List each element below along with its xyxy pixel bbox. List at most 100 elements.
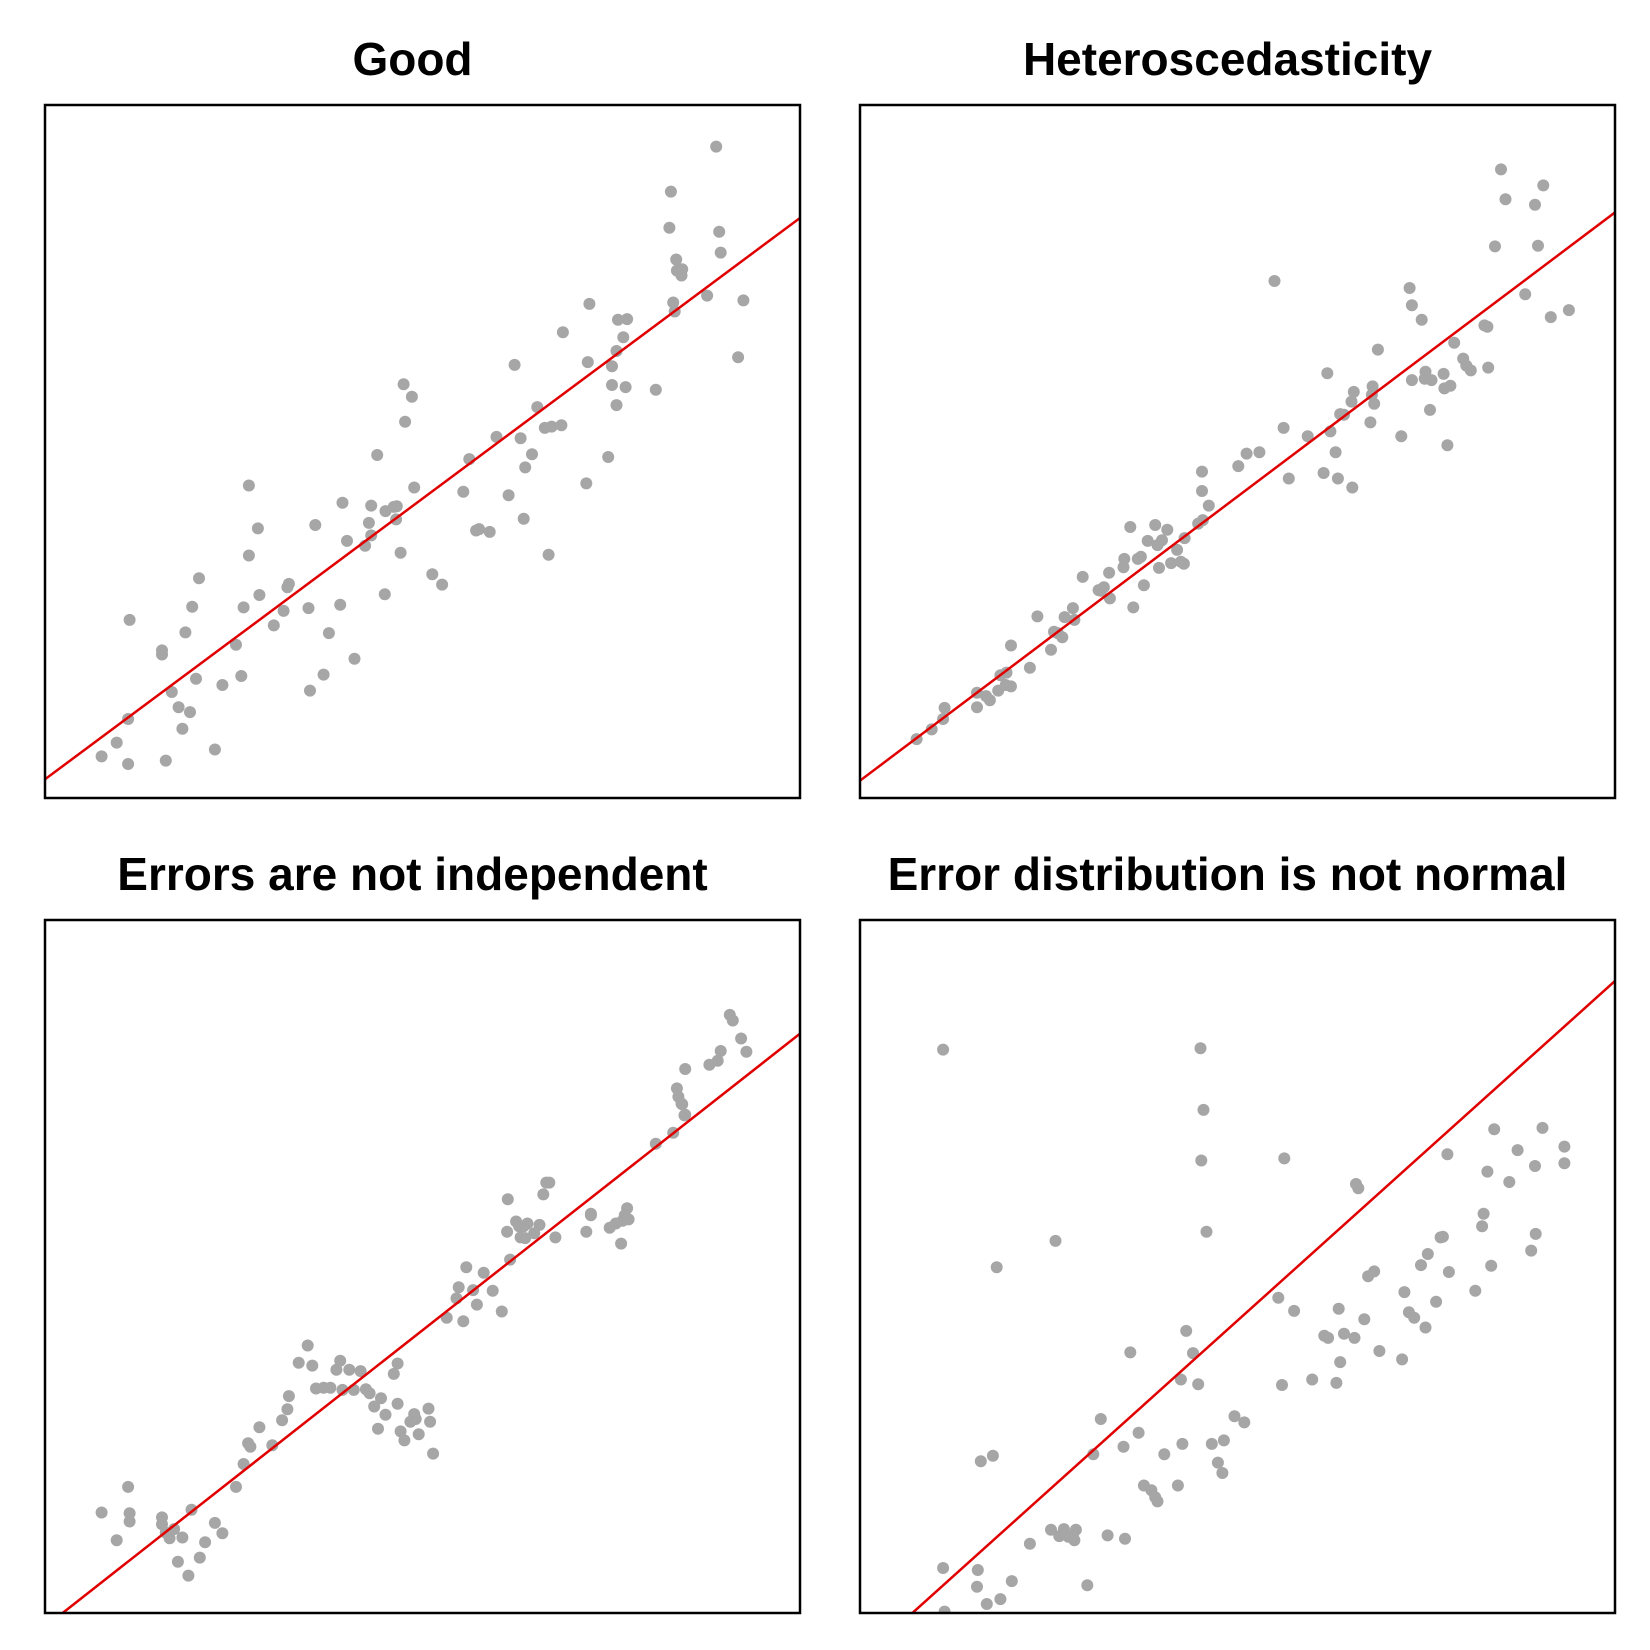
data-point (216, 679, 229, 691)
data-point (1421, 1248, 1434, 1260)
data-point (251, 522, 264, 535)
data-point (1448, 336, 1461, 349)
data-point (1177, 557, 1190, 570)
data-point (391, 1357, 404, 1370)
data-point (737, 294, 750, 307)
data-point (1348, 1331, 1361, 1344)
data-point (394, 1425, 407, 1438)
data-point (1066, 602, 1079, 615)
data-point (302, 602, 315, 615)
data-point (1329, 446, 1342, 459)
data-point (580, 477, 593, 490)
data-point (502, 489, 515, 502)
data-point (336, 496, 349, 509)
data-point (615, 1237, 628, 1250)
data-point (602, 451, 615, 463)
data-point (1205, 1437, 1218, 1450)
data-point (244, 1440, 257, 1453)
data-point (714, 246, 727, 259)
data-point (1425, 374, 1438, 387)
data-point (1197, 1103, 1210, 1116)
data-point (399, 415, 412, 428)
data-point (1134, 550, 1147, 563)
data-point (526, 448, 538, 461)
data-point (1441, 1148, 1454, 1161)
data-point (495, 1305, 508, 1318)
data-point (391, 1397, 404, 1410)
data-point (1405, 374, 1418, 387)
data-point (176, 1531, 189, 1544)
data-point (362, 516, 375, 529)
data-point (123, 613, 136, 626)
data-point (473, 523, 486, 536)
data-point (1174, 1373, 1187, 1386)
data-point (983, 694, 996, 707)
data-point (1321, 367, 1334, 380)
data-point (390, 500, 403, 513)
data-point (1216, 1467, 1229, 1479)
data-point (1176, 1437, 1189, 1450)
data-point (1066, 1529, 1079, 1542)
data-point (735, 1032, 748, 1045)
data-point (937, 1562, 950, 1574)
data-point (1005, 1575, 1018, 1588)
data-point (1288, 1304, 1301, 1317)
data-point (1196, 514, 1209, 527)
data-point (1396, 1353, 1409, 1366)
data-point (176, 722, 189, 735)
data-point (1101, 1529, 1114, 1542)
data-point (971, 1564, 984, 1576)
chart-title: Errors are not independent (117, 848, 708, 900)
data-point (1278, 1152, 1291, 1165)
data-point (1306, 1373, 1319, 1386)
data-point (1525, 1244, 1538, 1257)
chart-title: Error distribution is not normal (887, 848, 1568, 900)
plot-area (60, 1008, 800, 1613)
data-point (1137, 579, 1150, 592)
data-point (230, 638, 242, 651)
data-point (409, 1413, 422, 1425)
data-point (1519, 288, 1532, 301)
data-point (184, 706, 196, 719)
data-point (501, 1225, 514, 1238)
data-point (1415, 313, 1428, 326)
data-point (1272, 1291, 1285, 1304)
data-point (514, 432, 527, 445)
data-point (581, 356, 594, 369)
data-point (1395, 430, 1408, 443)
data-point (1180, 1324, 1193, 1337)
chart-title: Good (352, 33, 473, 85)
data-point (334, 1354, 347, 1367)
data-point (679, 1063, 692, 1075)
data-point (1076, 570, 1089, 583)
data-point (123, 1507, 136, 1520)
data-point (986, 1449, 999, 1462)
data-point (1442, 1266, 1455, 1278)
data-point (583, 297, 596, 310)
data-point (159, 754, 172, 767)
data-point (1196, 465, 1208, 478)
data-point (1532, 239, 1544, 252)
data-point (938, 1605, 951, 1613)
data-point (1081, 1579, 1094, 1592)
panel-errors-not-independent: Errors are not independent (0, 815, 825, 1640)
data-point (235, 670, 248, 682)
data-point (545, 420, 558, 433)
plot-area (910, 980, 1615, 1613)
data-point (1489, 240, 1501, 253)
regression-line (45, 216, 800, 781)
data-point (1503, 1176, 1516, 1188)
data-point (1118, 552, 1131, 565)
data-point (974, 1455, 987, 1468)
data-point (1477, 1207, 1490, 1220)
data-point (172, 701, 185, 714)
data-point (322, 627, 335, 640)
data-point (1202, 499, 1215, 512)
data-point (253, 589, 266, 601)
data-point (1153, 561, 1165, 574)
data-point (676, 1098, 689, 1111)
data-point (343, 1363, 356, 1376)
data-point (408, 481, 421, 494)
data-point (1495, 163, 1507, 176)
data-point (740, 1045, 753, 1058)
